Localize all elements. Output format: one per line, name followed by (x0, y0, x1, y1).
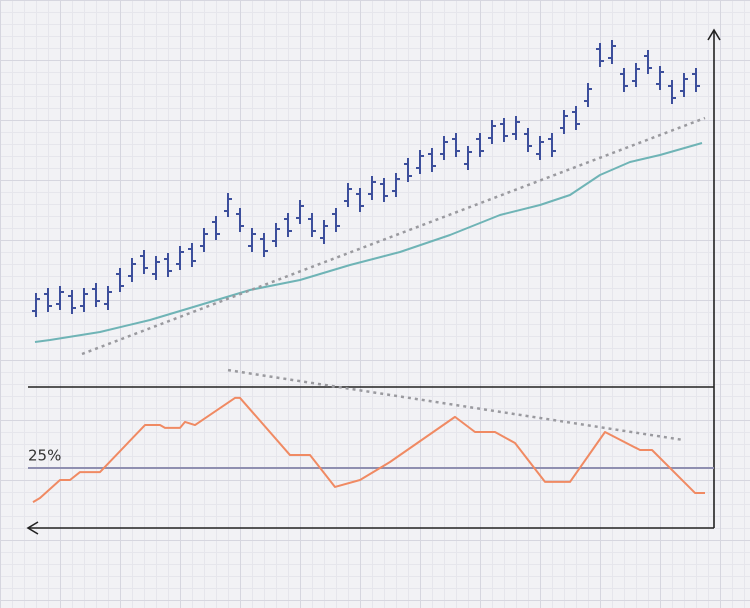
axes (26, 28, 721, 535)
arrow-up (707, 28, 721, 41)
trend-line (81, 116, 706, 356)
reference-label: 25% (28, 447, 61, 465)
arrow-left (26, 521, 39, 535)
data-line (32, 396, 705, 503)
data-line (34, 142, 703, 343)
trend-line (227, 368, 684, 442)
